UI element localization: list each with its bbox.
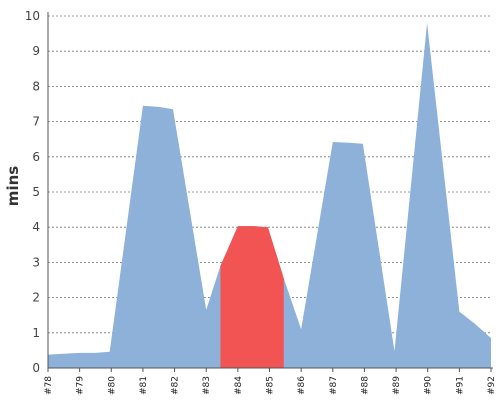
x-tick-labels: #78 #79 #80 #81 #82 #83 #84 #85 #86 #87 #88 #89 #90 #…: [44, 376, 497, 395]
x-tick-label: #84: [234, 376, 244, 395]
x-tick-label: #79: [76, 376, 86, 395]
x-tick-label: #88: [360, 376, 370, 395]
y-tick-label: 7: [32, 115, 40, 129]
y-tick-label: 8: [32, 79, 40, 93]
x-tick-label: #87: [329, 376, 339, 395]
series-area: [48, 23, 491, 368]
y-tick-label: 4: [32, 220, 40, 234]
area-layer: [48, 23, 491, 368]
x-tick-label: #90: [424, 376, 434, 395]
x-tick-label: #81: [139, 376, 149, 395]
x-tick-label: #80: [107, 376, 117, 395]
y-tick-label: 9: [32, 44, 40, 58]
y-tick-label: 1: [32, 326, 40, 340]
x-tick-label: #92: [487, 376, 497, 395]
x-tick-label: #86: [297, 376, 307, 395]
x-tick-label: #83: [202, 376, 212, 395]
y-tick-label: 0: [32, 361, 40, 375]
y-tick-labels: 0 1 2 3 4 5 6 7 8 9 10: [25, 9, 40, 375]
axes: [47, 12, 493, 372]
y-tick-label: 3: [32, 255, 40, 269]
y-tick-label: 10: [25, 9, 40, 23]
x-tick-label: #78: [44, 376, 54, 395]
highlighted-area: [220, 226, 284, 368]
y-tick-label: 6: [32, 150, 40, 164]
x-tick-label: #82: [171, 376, 181, 395]
x-tick-label: #91: [455, 376, 465, 395]
y-tick-label: 2: [32, 291, 40, 305]
y-axis-label: mins: [4, 166, 22, 206]
y-tick-label: 5: [32, 185, 40, 199]
x-tick-label: #89: [392, 376, 402, 395]
x-tick-label: #85: [266, 376, 276, 395]
